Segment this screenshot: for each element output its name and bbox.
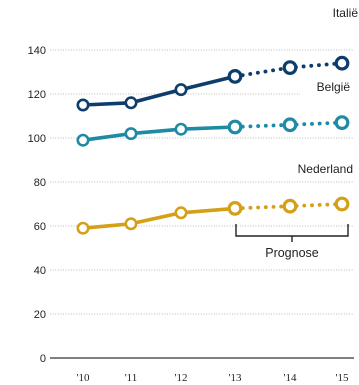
series-line-actual <box>81 74 237 107</box>
x-tick-label: '13 <box>229 372 242 384</box>
prognose-annotation: Prognose <box>235 224 349 260</box>
series-nederland <box>76 196 350 235</box>
data-point <box>227 200 243 216</box>
data-point <box>227 68 243 84</box>
x-tick-label: '15 <box>336 372 349 384</box>
series-labels: Italië België Nederland <box>262 6 359 177</box>
data-point <box>282 198 298 214</box>
x-tick-label: '10 <box>77 372 90 384</box>
data-point <box>76 98 90 112</box>
data-point <box>124 96 138 110</box>
y-tick-label: 60 <box>34 221 46 233</box>
series-label: Italië <box>333 6 359 20</box>
series-label: België <box>317 80 351 94</box>
data-point <box>174 122 188 136</box>
series-belgi <box>76 115 350 147</box>
x-tick-label: '14 <box>284 372 297 384</box>
y-tick-label: 80 <box>34 177 46 189</box>
y-tick-label: 0 <box>40 353 46 365</box>
data-point <box>76 221 90 235</box>
y-tick-label: 100 <box>28 133 46 145</box>
data-point <box>124 127 138 141</box>
data-point <box>174 83 188 97</box>
x-tick-label: '11 <box>125 372 138 384</box>
data-point <box>334 115 350 130</box>
prognose-label: Prognose <box>265 246 319 260</box>
data-point <box>76 133 90 147</box>
data-point <box>282 117 298 133</box>
y-tick-label: 140 <box>28 45 46 57</box>
series-label-bg <box>262 162 358 177</box>
data-point <box>334 55 350 71</box>
data-point <box>174 206 188 220</box>
series-label: Nederland <box>298 162 353 176</box>
y-tick-label: 120 <box>28 89 46 101</box>
x-axis-ticks: '10 '11 '12 '13 '14 '15 <box>77 372 349 384</box>
data-point <box>282 60 298 75</box>
data-point <box>124 217 138 231</box>
data-point <box>334 196 350 212</box>
data-point <box>227 119 243 135</box>
series-label-bg <box>306 6 359 21</box>
series-line-actual <box>81 206 237 230</box>
x-tick-label: '12 <box>175 372 188 384</box>
series-layer <box>76 55 350 235</box>
y-axis-ticks: 0 20 40 60 80 100 120 140 <box>28 45 46 365</box>
y-tick-label: 20 <box>34 309 46 321</box>
series-itali <box>76 55 350 112</box>
series-line-actual <box>81 125 237 142</box>
series-label-bg <box>300 80 354 95</box>
y-tick-label: 40 <box>34 265 46 277</box>
